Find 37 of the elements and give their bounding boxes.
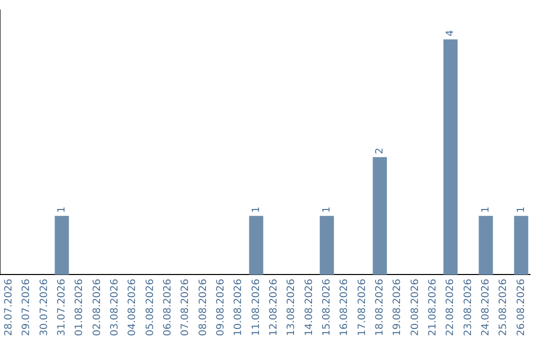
x-tick-label: 02.08.2026	[92, 278, 103, 336]
data-label: 1	[321, 206, 332, 213]
x-tick-label: 06.08.2026	[162, 278, 174, 336]
x-tick-label: 25.08.2026	[498, 278, 510, 336]
x-tick-label: 05.08.2026	[144, 278, 156, 336]
data-label: 1	[250, 206, 262, 213]
x-tick-label: 26.08.2026	[516, 278, 527, 336]
x-tick-label: 12.08.2026	[268, 278, 280, 336]
data-label: 1	[516, 206, 527, 213]
x-tick-label: 09.08.2026	[215, 278, 226, 336]
x-tick-label: 16.08.2026	[339, 278, 350, 336]
data-label: 2	[374, 148, 386, 154]
x-tick-label: 17.08.2026	[356, 278, 368, 336]
x-tick-label: 23.08.2026	[462, 278, 474, 336]
x-tick-label: 30.07.2026	[38, 278, 50, 336]
data-label: 1	[480, 206, 492, 213]
x-tick-label: 11.08.2026	[250, 278, 262, 336]
data-label: 4	[445, 30, 456, 36]
x-tick-label: 14.08.2026	[304, 278, 315, 336]
x-tick-label: 20.08.2026	[410, 278, 421, 336]
x-tick-label: 10.08.2026	[233, 278, 244, 336]
x-tick-label: 24.08.2026	[480, 278, 492, 336]
x-tick-label: 29.07.2026	[21, 278, 32, 336]
x-tick-label: 22.08.2026	[445, 278, 456, 336]
x-tick-label: 21.08.2026	[427, 278, 438, 336]
data-label: 1	[56, 206, 68, 213]
x-tick-label: 01.08.2026	[74, 278, 86, 336]
x-tick-label: 31.07.2026	[56, 278, 68, 336]
x-tick-label: 03.08.2026	[109, 278, 120, 336]
x-tick-label: 07.08.2026	[180, 278, 192, 336]
x-tick-label: 19.08.2026	[392, 278, 404, 336]
x-tick-label: 28.07.2026	[3, 278, 14, 336]
x-tick-label: 15.08.2026	[321, 278, 332, 336]
x-tick-label: 04.08.2026	[127, 278, 138, 336]
x-tick-label: 08.08.2026	[198, 278, 209, 336]
x-tick-label: 18.08.2026	[374, 278, 386, 336]
x-tick-label: 13.08.2026	[286, 278, 298, 336]
